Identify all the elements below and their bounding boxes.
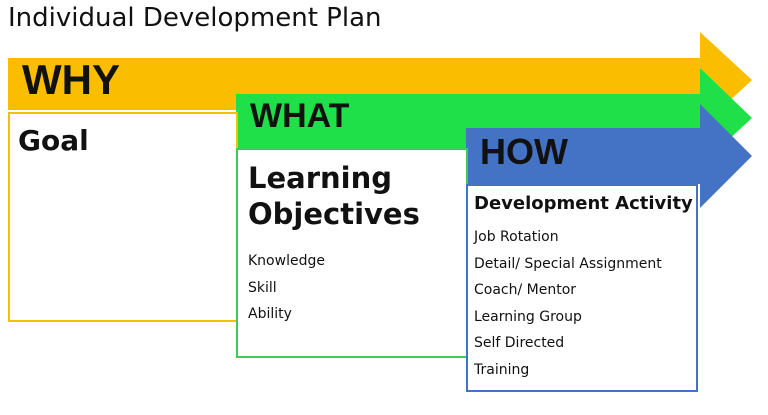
list-item: Ability: [248, 306, 292, 322]
how-arrow: [466, 104, 752, 208]
goal-heading: Goal: [18, 124, 89, 157]
what-label: WHAT: [250, 97, 350, 135]
list-item: Job Rotation: [474, 229, 559, 245]
list-item: Knowledge: [248, 253, 325, 269]
development-activity-list: Job Rotation Detail/ Special Assignment …: [474, 224, 662, 383]
list-item: Self Directed: [474, 335, 565, 351]
list-item: Skill: [248, 279, 277, 296]
list-item: Training: [474, 361, 530, 378]
learning-objectives-heading: Learning Objectives: [248, 161, 420, 231]
learning-objectives-list: Knowledge Skill Ability: [248, 248, 325, 328]
list-item: Learning Group: [474, 308, 582, 325]
why-label: WHY: [22, 56, 120, 103]
what-box: [236, 148, 468, 358]
page-title: Individual Development Plan: [8, 3, 382, 33]
list-item: Detail/ Special Assignment: [474, 255, 662, 272]
how-box: [466, 184, 698, 392]
development-activity-heading: Development Activity: [474, 193, 693, 214]
list-item: Coach/ Mentor: [474, 282, 577, 298]
how-label: HOW: [480, 131, 568, 172]
